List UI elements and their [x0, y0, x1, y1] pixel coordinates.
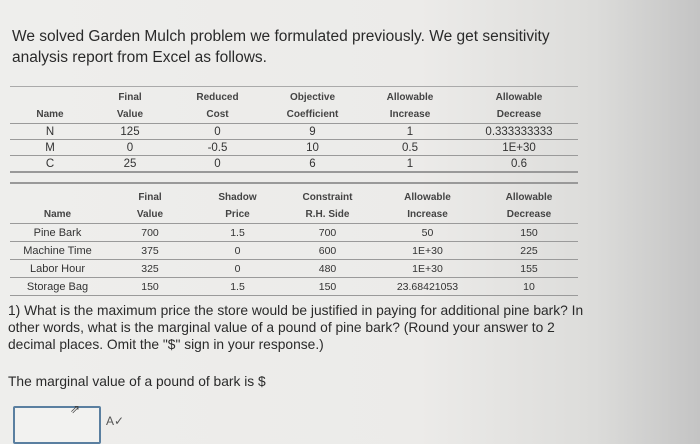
- table-cell: N: [10, 123, 90, 140]
- table-cell: 0: [170, 155, 265, 173]
- table-cell: 0: [170, 123, 265, 140]
- table-cell: 1E+30: [375, 259, 480, 278]
- column-header: Allowable Increase: [360, 86, 460, 124]
- header-line: Decrease: [496, 109, 542, 120]
- table-cell: 225: [480, 241, 578, 260]
- header-line: Final: [118, 92, 142, 103]
- table-cell: Labor Hour: [10, 259, 105, 278]
- header-line: Objective: [289, 92, 336, 103]
- answer-prompt: The marginal value of a pound of bark is…: [8, 374, 266, 389]
- question-text: 1) What is the maximum price the store w…: [8, 303, 584, 352]
- header-line: Value: [136, 209, 164, 220]
- table-cell: C: [10, 155, 90, 173]
- header-line: Coefficient: [286, 109, 339, 120]
- column-header: Shadow Price: [195, 183, 280, 224]
- table-row: Pine Bark 700 1.5 700 50 150: [10, 223, 578, 242]
- table-cell: 375: [105, 241, 195, 260]
- table-row: C 25 0 6 1 0.6: [10, 155, 578, 173]
- header-line: Constraint: [302, 192, 353, 203]
- column-header: Allowable Decrease: [480, 183, 578, 224]
- header-line: Cost: [206, 109, 229, 120]
- table-cell: 9: [265, 123, 360, 140]
- table-cell: 10: [265, 139, 360, 156]
- table-cell: M: [10, 139, 90, 156]
- table-cell: 1E+30: [460, 139, 578, 156]
- column-header: Allowable Increase: [375, 183, 480, 224]
- header-line: Allowable: [505, 192, 553, 203]
- column-header: Objective Coefficient: [265, 86, 360, 124]
- header-line: R.H. Side: [305, 209, 350, 220]
- header-line: Value: [116, 109, 144, 120]
- table-cell: 325: [105, 259, 195, 278]
- column-header: Allowable Decrease: [460, 86, 578, 124]
- table-cell: 1: [360, 123, 460, 140]
- table-cell: Machine Time: [10, 241, 105, 260]
- header-line: Name: [36, 109, 64, 120]
- header-line: Increase: [407, 209, 448, 220]
- header-line: Allowable: [386, 92, 434, 103]
- table-cell: Pine Bark: [10, 223, 105, 242]
- column-header: Reduced Cost: [170, 86, 265, 124]
- table-cell: 150: [105, 277, 195, 296]
- table-row: Labor Hour 325 0 480 1E+30 155: [10, 259, 578, 278]
- table-cell: 10: [480, 277, 578, 296]
- mouse-cursor-icon: ⇗: [70, 402, 81, 416]
- table-cell: 700: [280, 223, 375, 242]
- header-line: Final: [138, 192, 162, 203]
- table-cell: 700: [105, 223, 195, 242]
- column-header: Constraint R.H. Side: [280, 183, 375, 224]
- header-line: Allowable: [495, 92, 543, 103]
- table-cell: 23.68421053: [375, 277, 480, 296]
- column-header: Final Value: [105, 183, 195, 224]
- header-line: Increase: [389, 109, 431, 120]
- column-header: Final Value: [90, 86, 170, 124]
- table-cell: 0.333333333: [460, 123, 578, 140]
- header-line: Reduced: [196, 92, 239, 103]
- table-cell: 150: [280, 277, 375, 296]
- spellcheck-icon[interactable]: A✓: [106, 414, 125, 428]
- header-line: Decrease: [506, 209, 552, 220]
- table-cell: 6: [265, 155, 360, 173]
- table-cell: 25: [90, 155, 170, 173]
- table-cell: 0: [90, 139, 170, 156]
- table-cell: 1: [360, 155, 460, 173]
- answer-input[interactable]: [13, 406, 101, 444]
- table-row: M 0 -0.5 10 0.5 1E+30: [10, 139, 578, 156]
- header-line: Price: [225, 209, 250, 220]
- table-cell: 125: [90, 123, 170, 140]
- table-cell: 480: [280, 259, 375, 278]
- table-cell: 150: [480, 223, 578, 242]
- variable-cells-table: Name Final Value Reduced Cost Objective Coeffi…: [10, 86, 578, 173]
- table-cell: 1E+30: [375, 241, 480, 260]
- table-cell: 50: [375, 223, 480, 242]
- table-cell: 155: [480, 259, 578, 278]
- table-cell: 0.6: [460, 155, 578, 173]
- constraints-table: Name Final Value Shadow Price Constraint R.H. …: [10, 182, 578, 296]
- table-cell: 0: [195, 241, 280, 260]
- table-row: N 125 0 9 1 0.333333333: [10, 123, 578, 140]
- table-cell: 0.5: [360, 139, 460, 156]
- table-cell: 600: [280, 241, 375, 260]
- table-cell: 1.5: [195, 223, 280, 242]
- table-row: Machine Time 375 0 600 1E+30 225: [10, 241, 578, 260]
- intro-text: We solved Garden Mulch problem we formul…: [12, 28, 550, 66]
- table-cell: Storage Bag: [10, 277, 105, 296]
- column-header: Name: [10, 86, 90, 124]
- column-header: Name: [10, 183, 105, 224]
- table-cell: 0: [195, 259, 280, 278]
- table-cell: 1.5: [195, 277, 280, 296]
- header-line: Allowable: [404, 192, 451, 203]
- table-cell: -0.5: [170, 139, 265, 156]
- header-line: Shadow: [218, 192, 257, 203]
- table-row: Storage Bag 150 1.5 150 23.68421053 10: [10, 277, 578, 296]
- header-line: Name: [43, 209, 72, 220]
